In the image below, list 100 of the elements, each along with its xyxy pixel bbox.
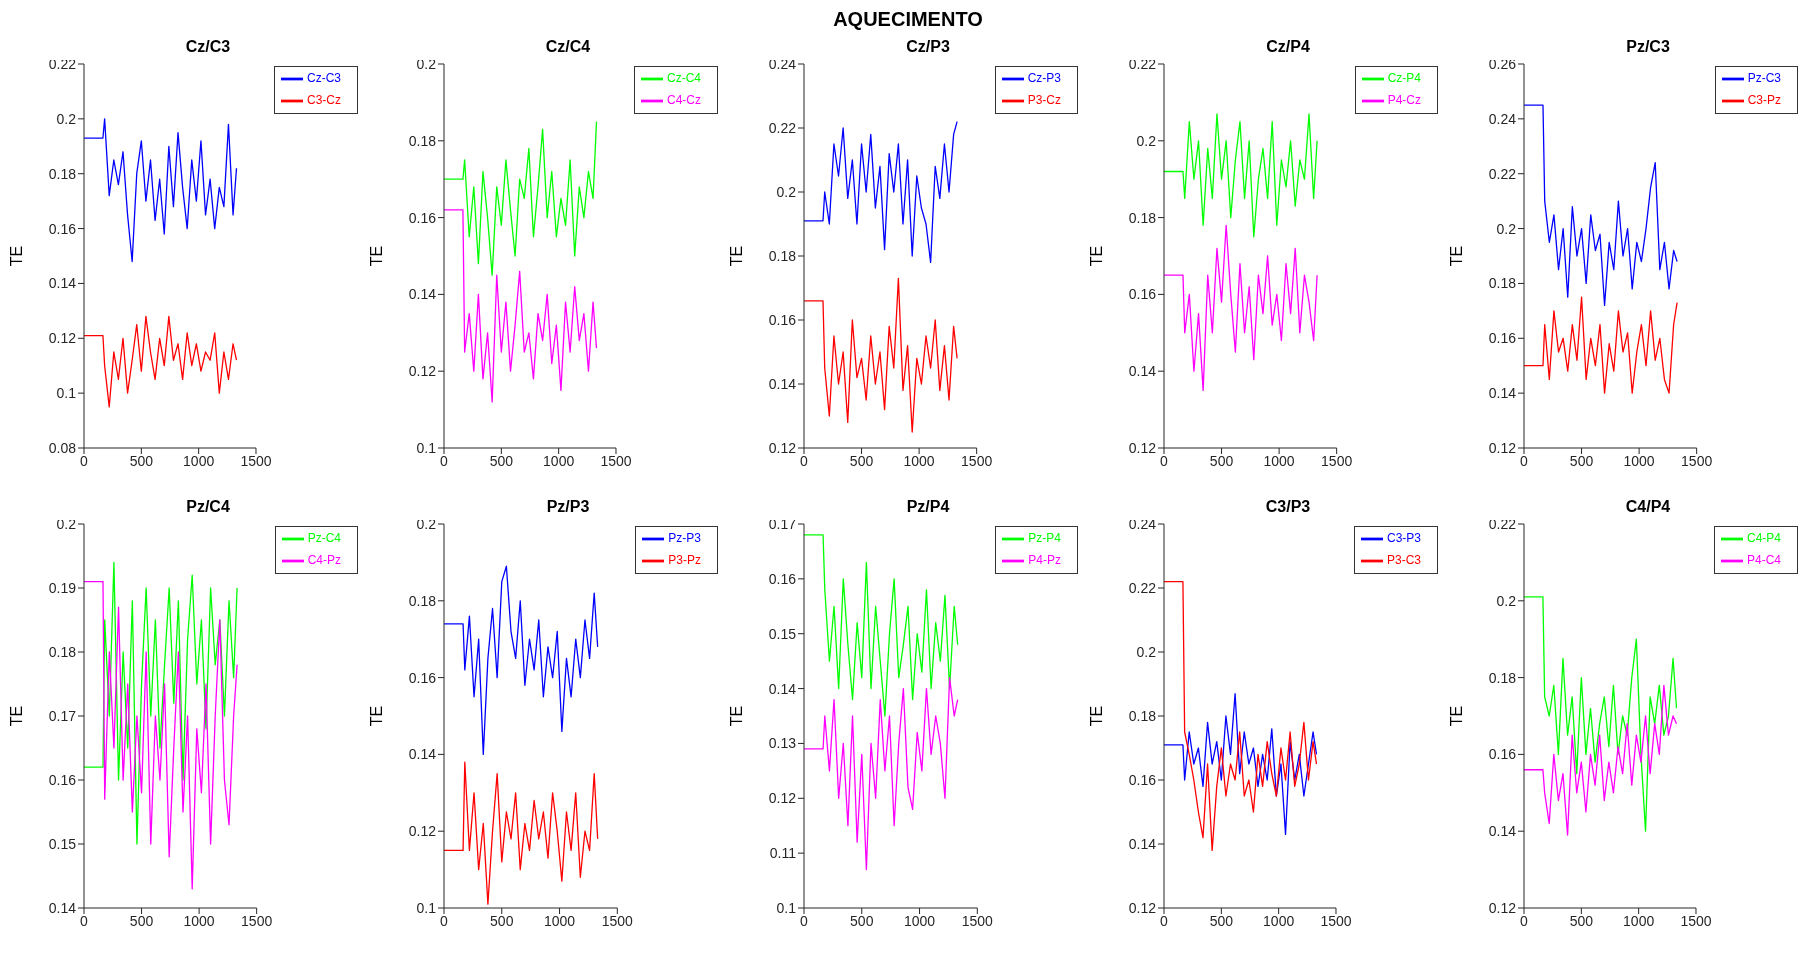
y-tick-label: 0.12: [48, 330, 77, 347]
x-tick-label: 0: [1160, 452, 1169, 469]
y-tick-label: 0.22: [1488, 515, 1517, 532]
line-series: [84, 561, 238, 845]
line-series: [444, 209, 598, 403]
y-tick-label: 0.1: [776, 899, 797, 916]
line-series: [444, 565, 599, 756]
line-series: [84, 118, 238, 263]
legend-label: Cz-C3: [306, 71, 341, 86]
x-tick-label: 0: [800, 452, 809, 469]
y-tick-label: 0.1: [56, 385, 77, 402]
x-tick-label: 500: [489, 452, 514, 469]
y-tick-label: 0.18: [408, 592, 437, 609]
x-tick-label: 1500: [1320, 912, 1352, 929]
y-tick-label: 0.14: [1488, 385, 1517, 402]
y-tick-label: 0.16: [1488, 330, 1517, 347]
legend-label: Pz-P3: [668, 531, 701, 546]
y-tick-label: 0.2: [776, 183, 797, 200]
x-tick-label: 1000: [543, 912, 576, 929]
y-tick-label: 0.14: [768, 680, 797, 697]
y-tick-label: 0.2: [416, 515, 437, 532]
y-tick-label: 0.14: [408, 746, 437, 763]
chart-title: C3/P3: [1264, 498, 1311, 517]
y-tick-label: 0.18: [1128, 209, 1157, 226]
y-tick-label: 0.22: [1128, 579, 1157, 596]
x-tick-label: 1000: [183, 452, 215, 469]
y-tick-label: 0.12: [768, 439, 797, 456]
y-tick-label: 0.18: [48, 165, 77, 182]
chart-title: Cz/P4: [1265, 38, 1310, 57]
x-tick-label: 1000: [183, 912, 215, 929]
legend-label: P4-Cz: [1387, 93, 1421, 108]
legend-label: Pz-C3: [1747, 71, 1781, 86]
y-tick-label: 0.12: [1128, 439, 1157, 456]
chart-title: Cz/P3: [905, 38, 950, 57]
line-series: [1164, 692, 1318, 836]
x-tick-label: 500: [129, 452, 154, 469]
legend-label: Cz-C4: [666, 71, 701, 86]
y-tick-label: 0.08: [48, 439, 77, 456]
y-axis-title: TE: [1087, 705, 1105, 727]
legend-label: C3-Cz: [306, 93, 341, 108]
y-tick-label: 0.18: [1488, 275, 1517, 292]
line-series: [1164, 224, 1318, 392]
x-tick-label: 1500: [241, 912, 273, 929]
y-tick-label: 0.16: [1128, 286, 1157, 303]
y-axis-title: TE: [1447, 705, 1465, 727]
y-tick-label: 0.12: [1488, 439, 1517, 456]
y-axis-title: TE: [367, 245, 385, 267]
y-tick-label: 0.14: [48, 899, 77, 916]
x-tick-label: 0: [80, 452, 89, 469]
chart-title: Cz/C3: [184, 38, 231, 57]
y-tick-label: 0.16: [1128, 771, 1157, 788]
x-tick-label: 1000: [1623, 912, 1655, 929]
y-tick-label: 0.22: [1488, 165, 1517, 182]
y-tick-label: 0.16: [408, 209, 437, 226]
legend-label: C3-P3: [1386, 531, 1421, 546]
y-axis-title: TE: [7, 705, 25, 727]
y-tick-label: 0.24: [1488, 110, 1517, 127]
y-tick-label: 0.14: [1128, 835, 1157, 852]
x-tick-label: 500: [1569, 452, 1594, 469]
y-tick-label: 0.12: [1128, 899, 1157, 916]
y-tick-label: 0.1: [416, 899, 437, 916]
x-tick-label: 500: [490, 912, 514, 929]
y-tick-label: 0.14: [1128, 363, 1157, 380]
legend-label: P3-Cz: [1027, 93, 1061, 108]
legend-label: Pz-P4: [1028, 531, 1061, 546]
y-tick-label: 0.12: [1488, 899, 1517, 916]
y-axis-title: TE: [1087, 245, 1105, 267]
x-tick-label: 1500: [601, 912, 634, 929]
x-tick-label: 0: [1160, 912, 1169, 929]
y-tick-label: 0.17: [48, 707, 77, 724]
x-tick-label: 1000: [543, 452, 575, 469]
x-tick-label: 1000: [1263, 452, 1295, 469]
y-tick-label: 0.16: [408, 669, 437, 686]
line-series: [804, 676, 959, 871]
x-tick-label: 1500: [600, 452, 632, 469]
x-tick-label: 0: [440, 452, 449, 469]
y-tick-label: 0.2: [416, 55, 437, 72]
legend-label: C4-Pz: [307, 553, 341, 568]
legend-label: Pz-C4: [307, 531, 341, 546]
chart-title: Pz/C3: [1625, 38, 1670, 57]
legend-label: C3-Pz: [1747, 93, 1781, 108]
x-tick-label: 0: [800, 912, 809, 929]
y-tick-label: 0.14: [1488, 823, 1517, 840]
line-series: [1524, 296, 1678, 394]
y-tick-label: 0.2: [1496, 220, 1517, 237]
x-tick-label: 0: [80, 912, 89, 929]
x-tick-label: 1500: [1321, 452, 1353, 469]
y-axis-title: TE: [1447, 245, 1465, 267]
x-tick-label: 1000: [903, 452, 935, 469]
chart-title: Pz/P4: [905, 498, 950, 517]
x-tick-label: 500: [1569, 912, 1594, 929]
y-tick-label: 0.26: [1488, 55, 1517, 72]
legend-label: P4-Pz: [1028, 553, 1061, 568]
x-tick-label: 500: [1209, 452, 1234, 469]
line-series: [84, 580, 238, 890]
x-tick-label: 500: [850, 912, 874, 929]
y-tick-label: 0.24: [768, 55, 797, 72]
line-series: [1524, 684, 1678, 836]
chart-title: Pz/C4: [185, 498, 230, 517]
x-tick-label: 1500: [1681, 452, 1713, 469]
